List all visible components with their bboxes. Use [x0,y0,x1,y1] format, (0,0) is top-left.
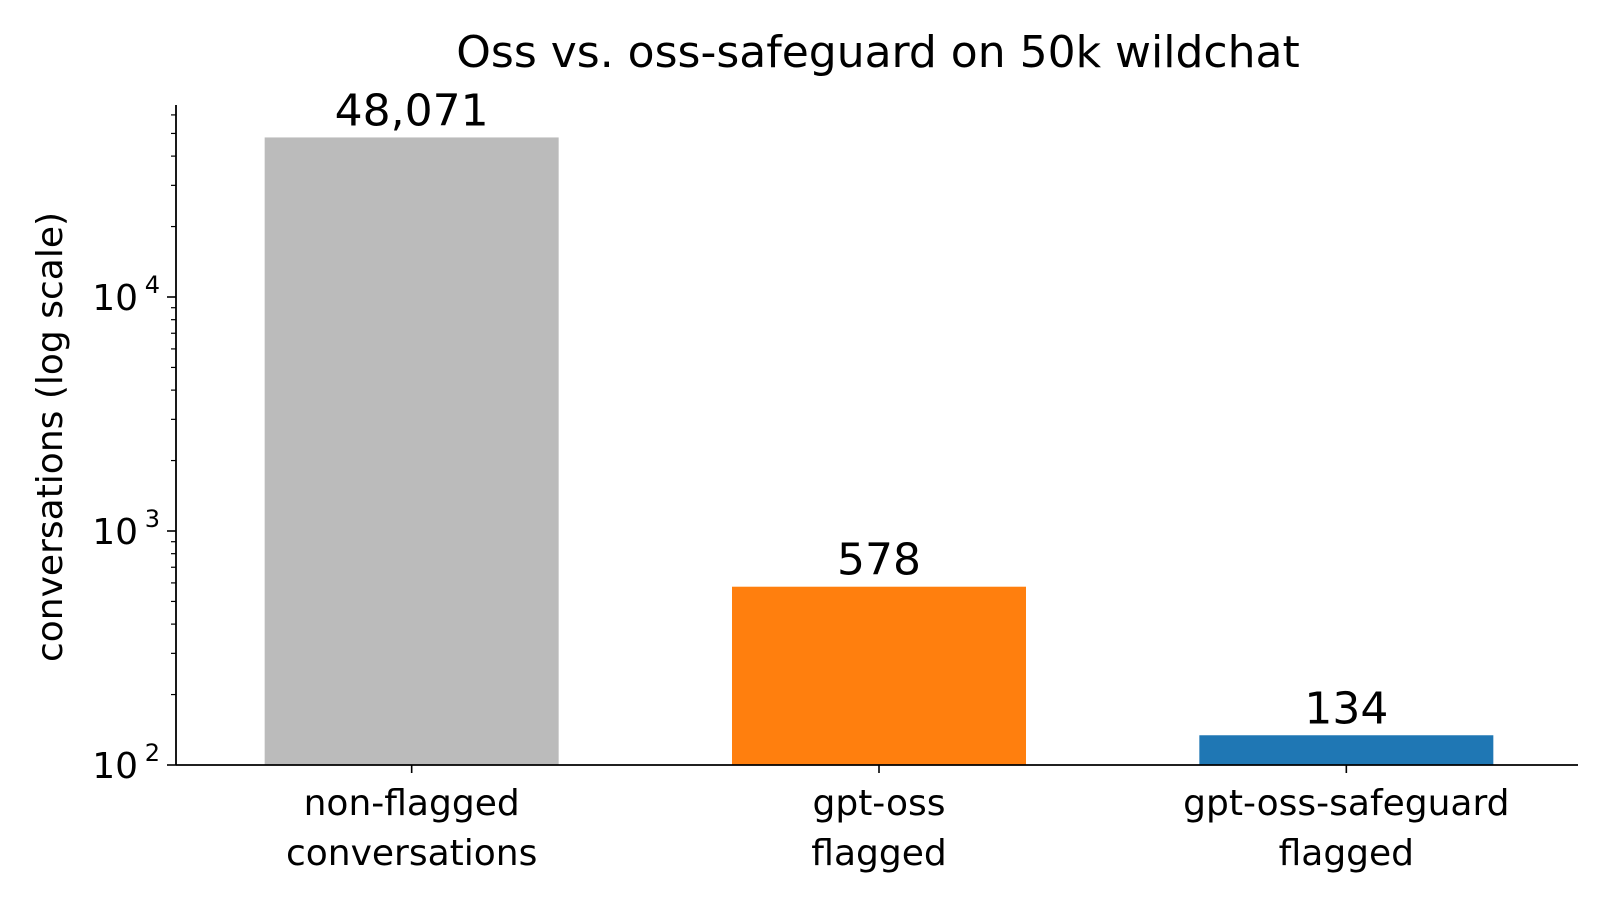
chart-title: Oss vs. oss-safeguard on 50k wildchat [456,27,1299,78]
plot-area: 48,071 non-flagged conversations 578 gpt-oss… [92,85,1578,874]
bar [264,137,559,766]
bar [1199,735,1494,765]
y-tick-exponent: 4 [145,271,160,299]
x-tick-label: gpt-oss-safeguard [1183,783,1509,824]
bar [732,586,1026,765]
x-tick-label: non-flagged [304,783,520,824]
bar-value-label: 48,071 [335,85,489,136]
y-tick-label: 10 [92,278,138,319]
x-tick-label: flagged [1279,833,1414,874]
bar-value-label: 134 [1304,683,1388,734]
y-tick-exponent: 2 [145,739,160,767]
y-tick-exponent: 3 [145,505,160,533]
y-tick-label: 10 [92,512,138,553]
bar-value-label: 578 [837,535,921,586]
x-tick-label: conversations [286,833,537,874]
y-tick-label: 10 [92,746,138,787]
x-tick-label: flagged [811,833,946,874]
x-tick-label: gpt-oss [812,783,945,824]
y-axis-label: conversations (log scale) [30,212,71,662]
